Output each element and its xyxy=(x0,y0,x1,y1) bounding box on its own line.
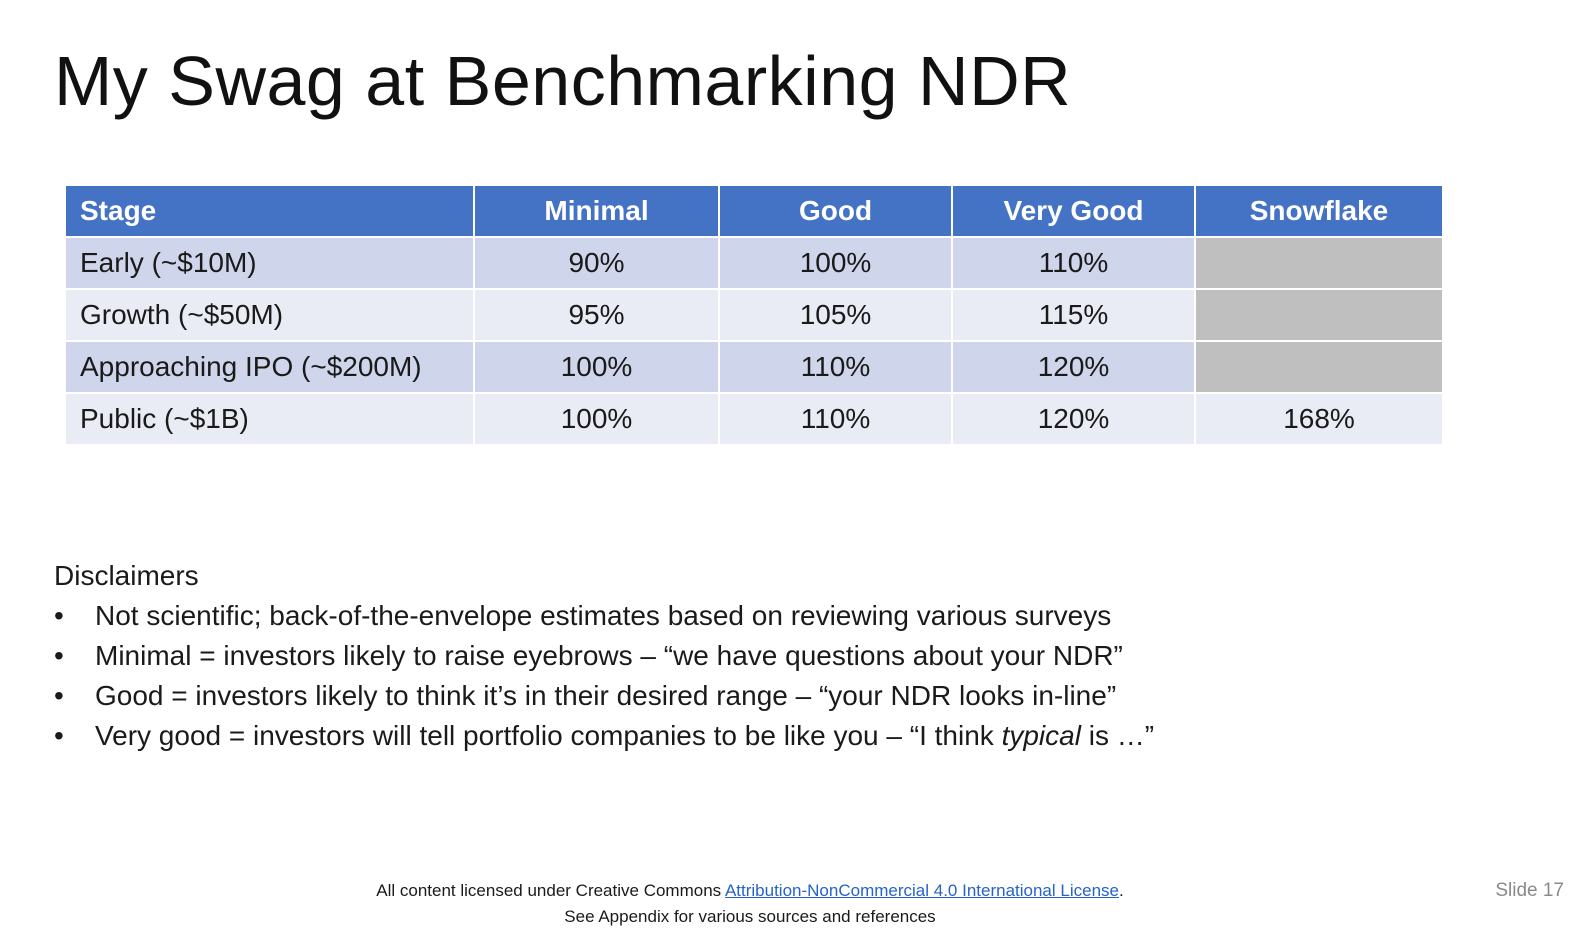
list-item: • Good = investors likely to think it’s i… xyxy=(54,676,1454,716)
minimal-cell: 90% xyxy=(473,236,720,290)
minimal-cell: 100% xyxy=(473,340,720,394)
snowflake-cell xyxy=(1194,236,1444,290)
header-snowflake: Snowflake xyxy=(1194,184,1444,238)
list-item: • Not scientific; back-of-the-envelope es… xyxy=(54,596,1454,636)
license-line: All content licensed under Creative Comm… xyxy=(300,878,1200,904)
table-row: Growth (~$50M) 95% 105% 115% xyxy=(64,288,1444,342)
bullet-icon: • xyxy=(54,640,64,671)
table-header-row: Stage Minimal Good Very Good Snowflake xyxy=(64,184,1444,238)
minimal-cell: 95% xyxy=(473,288,720,342)
license-link[interactable]: Attribution-NonCommercial 4.0 Internatio… xyxy=(724,881,1119,900)
bullet-icon: • xyxy=(54,600,64,631)
disclaimer-emphasis: typical xyxy=(1001,720,1081,751)
disclaimer-text-end: is …” xyxy=(1080,720,1155,751)
stage-cell: Public (~$1B) xyxy=(64,392,475,446)
stage-cell: Approaching IPO (~$200M) xyxy=(64,340,475,394)
very-good-cell: 120% xyxy=(951,392,1196,446)
table-row: Public (~$1B) 100% 110% 120% 168% xyxy=(64,392,1444,446)
stage-cell: Growth (~$50M) xyxy=(64,288,475,342)
table-row: Early (~$10M) 90% 100% 110% xyxy=(64,236,1444,290)
license-prefix: All content licensed under Creative Comm… xyxy=(376,881,725,900)
very-good-cell: 120% xyxy=(951,340,1196,394)
list-item: • Minimal = investors likely to raise eye… xyxy=(54,636,1454,676)
appendix-note: See Appendix for various sources and ref… xyxy=(564,907,936,926)
license-suffix: . xyxy=(1118,881,1124,900)
header-minimal: Minimal xyxy=(473,184,720,238)
disclaimer-text: Minimal = investors likely to raise eyeb… xyxy=(95,640,1123,671)
disclaimers-section: Disclaimers • Not scientific; back-of-the… xyxy=(54,556,1454,756)
very-good-cell: 115% xyxy=(951,288,1196,342)
disclaimers-heading: Disclaimers xyxy=(54,560,199,591)
very-good-cell: 110% xyxy=(951,236,1196,290)
list-item: • Very good = investors will tell portfol… xyxy=(54,716,1454,756)
bullet-icon: • xyxy=(54,720,64,751)
snowflake-cell xyxy=(1194,288,1444,342)
good-cell: 110% xyxy=(718,340,953,394)
good-cell: 110% xyxy=(718,392,953,446)
good-cell: 105% xyxy=(718,288,953,342)
good-cell: 100% xyxy=(718,236,953,290)
disclaimer-text: Good = investors likely to think it’s in… xyxy=(95,680,1117,711)
license-footer: All content licensed under Creative Comm… xyxy=(300,878,1200,930)
disclaimer-list: • Not scientific; back-of-the-envelope es… xyxy=(54,596,1454,756)
table-row: Approaching IPO (~$200M) 100% 110% 120% xyxy=(64,340,1444,394)
header-stage: Stage xyxy=(64,184,475,238)
ndr-benchmark-table: Stage Minimal Good Very Good Snowflake E… xyxy=(64,184,1444,446)
bullet-icon: • xyxy=(54,680,64,711)
snowflake-cell: 168% xyxy=(1194,392,1444,446)
header-good: Good xyxy=(718,184,953,238)
disclaimer-text: Not scientific; back-of-the-envelope est… xyxy=(95,600,1112,631)
slide-number: Slide 17 xyxy=(1495,880,1564,901)
disclaimer-text: Very good = investors will tell portfoli… xyxy=(95,720,1002,751)
snowflake-cell xyxy=(1194,340,1444,394)
stage-cell: Early (~$10M) xyxy=(64,236,475,290)
slide-title: My Swag at Benchmarking NDR xyxy=(54,42,1072,120)
header-very-good: Very Good xyxy=(951,184,1196,238)
minimal-cell: 100% xyxy=(473,392,720,446)
